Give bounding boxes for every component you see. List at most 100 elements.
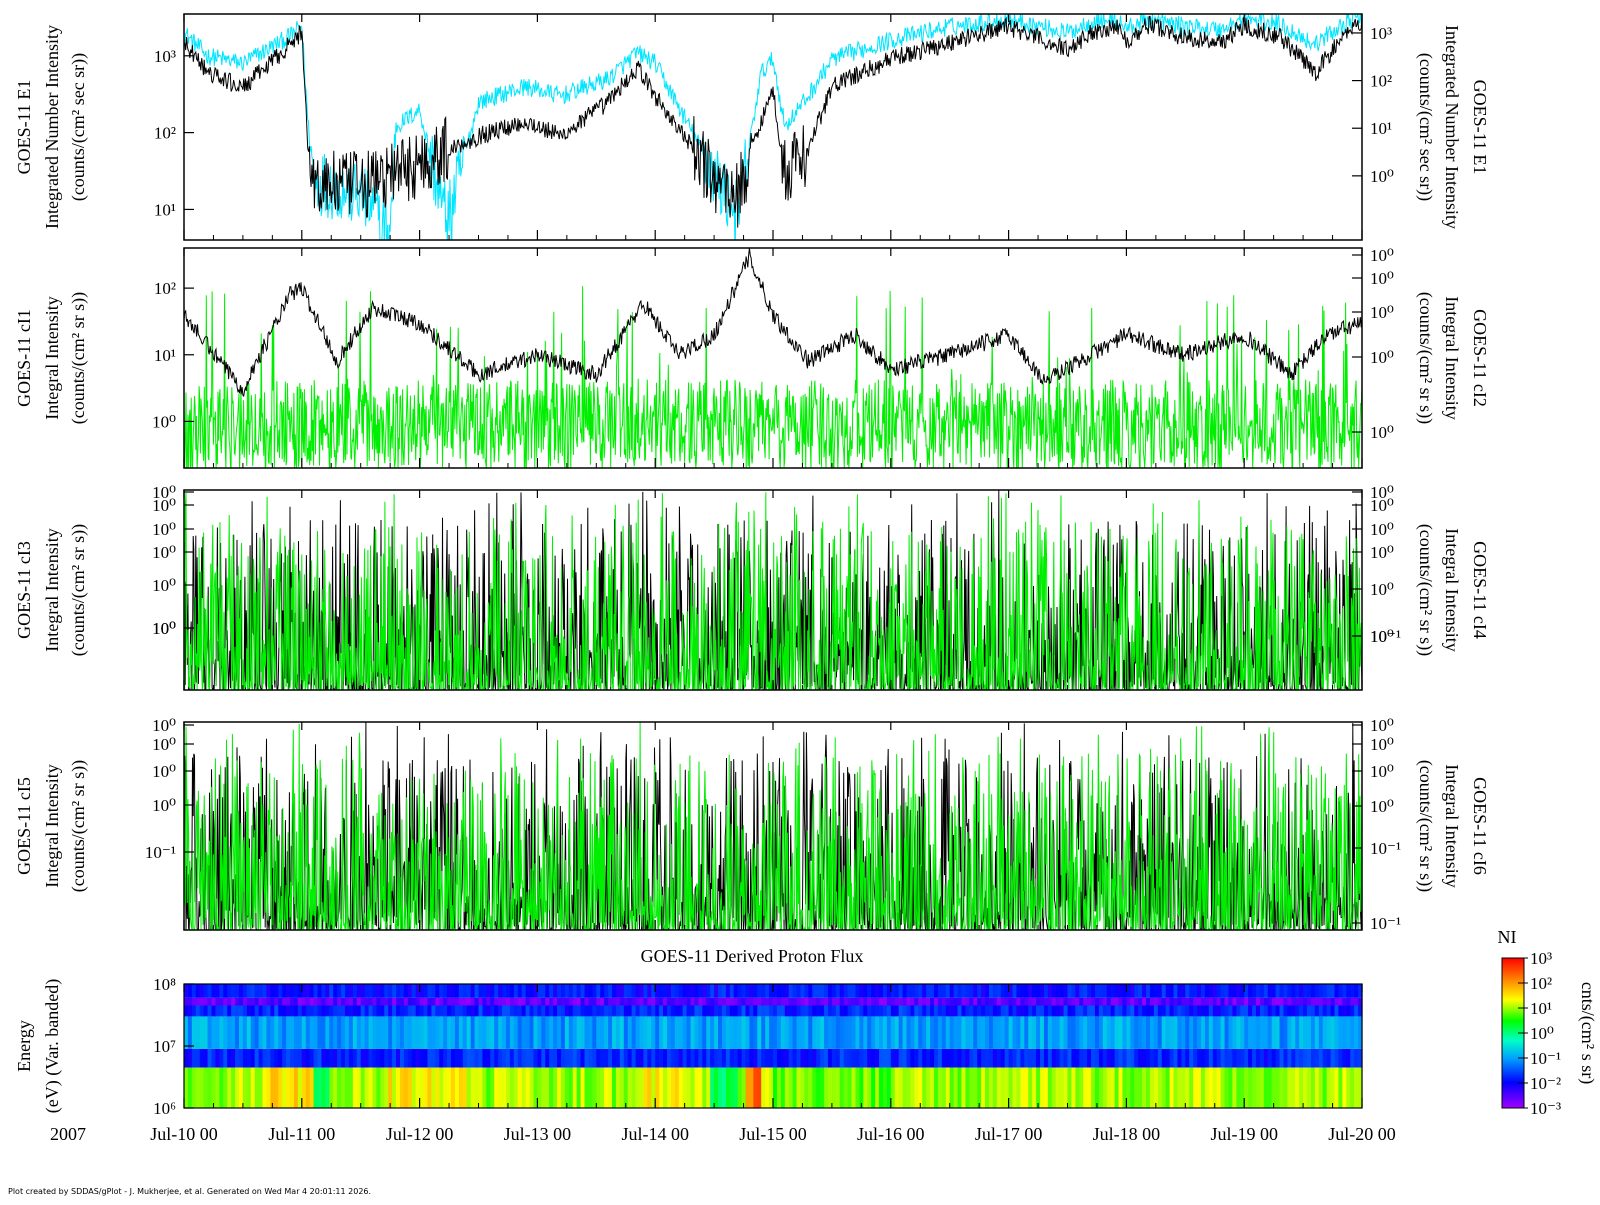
spectrogram-cell [227, 1048, 232, 1068]
spectrogram-cell [816, 984, 821, 998]
spectrogram-cell [886, 1067, 892, 1108]
spectrogram-cell [800, 1067, 806, 1108]
spectrogram-cell [788, 1016, 794, 1049]
spectrogram-cell [1236, 984, 1241, 998]
spectrogram-cell [537, 984, 542, 998]
spectrogram-cell [835, 1067, 841, 1108]
spectrogram-cell [788, 1067, 794, 1108]
spectrogram-cell [553, 1005, 558, 1017]
spectrogram-cell [1071, 997, 1076, 1006]
spectrogram-cell [1236, 1067, 1241, 1108]
spectrogram-cell [906, 997, 912, 1006]
spectrogram-cell [796, 1067, 802, 1108]
spectrogram-cell [392, 1016, 397, 1049]
spectrogram-cell [297, 1067, 303, 1108]
spectrogram-cell [360, 997, 366, 1006]
spectrogram-cell [827, 1016, 833, 1049]
spectrogram-cell [1275, 1067, 1281, 1108]
spectrogram-cell [1334, 1067, 1340, 1108]
spectrogram-cell [1271, 984, 1277, 998]
spectrogram-cell [568, 984, 574, 998]
spectrogram-cell [863, 1067, 868, 1108]
spectrogram-cell [439, 1048, 444, 1068]
spectrogram-cell [804, 1016, 809, 1049]
spectrogram-cell [863, 1016, 868, 1049]
spectrogram-cell [977, 1067, 982, 1108]
spectrogram-cell [816, 1016, 821, 1049]
spectrogram-cell [580, 1005, 586, 1017]
spectrogram-cell [749, 984, 754, 998]
spectrogram-cell [215, 1016, 220, 1049]
spectrogram-cell [926, 1067, 931, 1108]
spectrogram-cell [451, 1067, 456, 1108]
spectrogram-cell [702, 1067, 707, 1108]
spectrogram-cell [223, 1016, 228, 1049]
spectrogram-cell [560, 1067, 566, 1108]
spectrogram-cell [737, 1048, 743, 1068]
spectrogram-cell [266, 1048, 271, 1068]
panel-ci1-ylabel-right-3: (counts/(cm² sr s)) [1415, 292, 1436, 424]
spectrogram-cell [368, 1016, 374, 1049]
spectrogram-cell [576, 997, 582, 1006]
spectrogram-cell [486, 1016, 491, 1049]
spectrogram-cell [890, 997, 896, 1006]
spectrogram-cell [231, 1048, 236, 1068]
spectrogram-cell [843, 1067, 849, 1108]
spectrogram-cell [1330, 984, 1336, 998]
spectrogram-cell [1118, 1016, 1124, 1049]
spectrogram-cell [1197, 1067, 1202, 1108]
spectrogram-cell [1350, 984, 1355, 998]
spectrogram-cell [557, 1016, 562, 1049]
spectrogram-cell [1173, 1005, 1179, 1017]
spectrogram-cell [745, 997, 751, 1006]
spectrogram-cell [631, 984, 637, 998]
spectrogram-cell [977, 997, 982, 1006]
spectrogram-cell [238, 1005, 244, 1017]
spectrogram-cell [505, 1067, 511, 1108]
spectrogram-cell [879, 1005, 884, 1017]
spectrogram-cell [1040, 984, 1045, 998]
spectrogram-cell [663, 997, 668, 1006]
spectrogram-cell [1181, 1005, 1186, 1017]
spectrogram-cell [1083, 997, 1088, 1006]
spectrogram-cell [718, 1016, 723, 1049]
spectrogram-cell [207, 1048, 213, 1068]
spectrogram-cell [553, 984, 558, 998]
spectrogram-cell [965, 1005, 970, 1017]
spectrogram-cell [776, 1016, 782, 1049]
spectrogram-cell [1016, 1048, 1021, 1068]
proton-flux-left-tick-label: 10⁶ [153, 1099, 176, 1118]
spectrogram-cell [435, 1048, 440, 1068]
ci2-right-tick-label: 10⁰ [1370, 269, 1394, 288]
spectrogram-cell [1236, 1048, 1241, 1068]
spectrogram-cell [674, 1016, 680, 1049]
spectrogram-cell [1126, 1067, 1131, 1108]
spectrogram-cell [505, 1048, 511, 1068]
panel-ci1-ylabel-right-2: Integral Intensity [1442, 296, 1462, 419]
spectrogram-cell [286, 984, 291, 998]
spectrogram-cell [293, 984, 299, 998]
spectrogram-cell [419, 1067, 425, 1108]
spectrogram-cell [1098, 1067, 1104, 1108]
spectrogram-cell [1259, 1005, 1265, 1017]
spectrogram-cell [851, 1016, 857, 1049]
colorbar-title: NI [1498, 927, 1517, 947]
spectrogram-cell [776, 984, 782, 998]
spectrogram-cell [352, 997, 358, 1006]
spectrogram-cell [1263, 1005, 1269, 1017]
spectrogram-cell [769, 1016, 774, 1049]
spectrogram-cell [1071, 1067, 1076, 1108]
spectrogram-cell [682, 1016, 688, 1049]
spectrogram-cell [886, 1048, 892, 1068]
spectrogram-cell [246, 1048, 252, 1068]
spectrogram-cell [517, 1048, 523, 1068]
panel-ci3-ylabel-left-1: GOES-11 cI3 [14, 541, 34, 639]
spectrogram-cell [258, 1067, 264, 1108]
spectrogram-cell [270, 1067, 275, 1108]
spectrogram-cell [423, 1067, 429, 1108]
spectrogram-cell [568, 1048, 574, 1068]
spectrogram-cell [1291, 997, 1296, 1006]
spectrogram-cell [184, 984, 189, 998]
spectrogram-cell [1228, 1005, 1234, 1017]
